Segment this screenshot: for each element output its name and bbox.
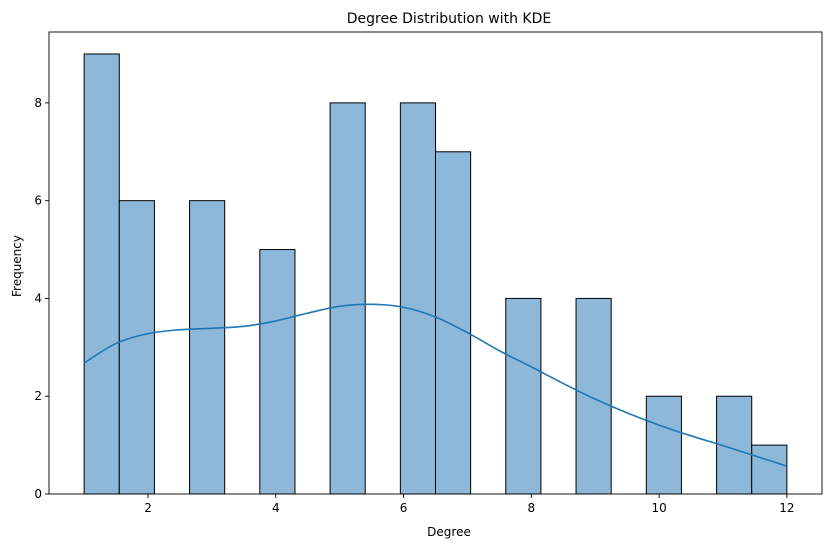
plot-frame: [48, 31, 823, 495]
x-axis-label: Degree: [427, 525, 471, 539]
x-tick-label: 10: [651, 501, 666, 515]
histogram-bar: [118, 200, 155, 495]
chart-title: Degree Distribution with KDE: [347, 11, 552, 27]
histogram-bar: [83, 53, 120, 495]
histogram-bar: [575, 297, 612, 495]
histogram-bar: [645, 395, 682, 495]
x-tick-label: 4: [272, 501, 280, 515]
histogram-bar: [189, 200, 226, 495]
histogram-bar: [435, 151, 472, 495]
y-tick-label: 2: [34, 389, 42, 403]
x-axis-ticks: 2 4 6 8 10 12: [144, 494, 795, 515]
histogram-bar: [259, 249, 296, 495]
histogram-bars: [83, 53, 788, 495]
y-axis-ticks: 0 2 4 6 8: [34, 96, 49, 501]
y-tick-label: 0: [34, 487, 42, 501]
y-tick-label: 6: [34, 194, 42, 208]
y-tick-label: 8: [34, 96, 42, 110]
x-tick-label: 8: [528, 501, 536, 515]
histogram-bar: [329, 102, 366, 495]
histogram-bar: [505, 297, 542, 495]
y-axis-label: Frequency: [10, 235, 24, 297]
kde-curve: [83, 303, 788, 467]
y-tick-label: 4: [34, 291, 42, 305]
histogram-bar: [751, 444, 788, 495]
x-tick-label: 6: [400, 501, 408, 515]
x-tick-label: 12: [779, 501, 794, 515]
histogram-bar: [399, 102, 437, 495]
x-tick-label: 2: [144, 501, 152, 515]
